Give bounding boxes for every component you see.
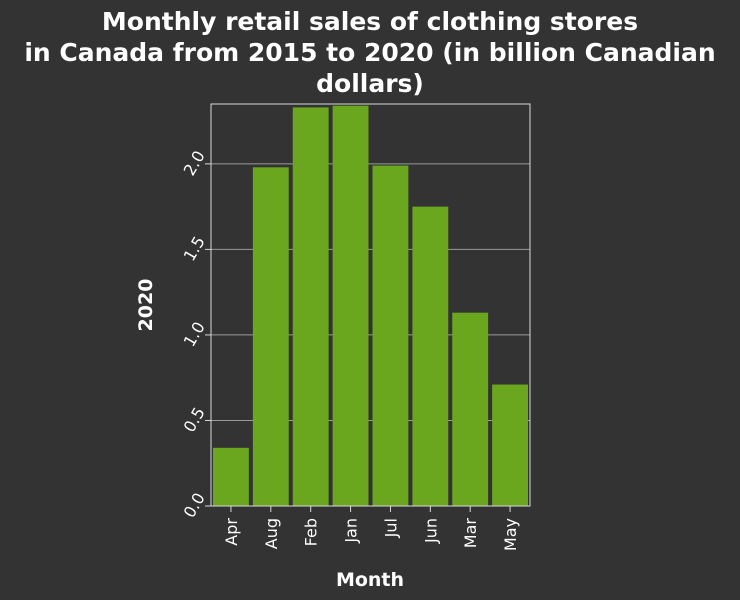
y-tick-label: 1.0 bbox=[180, 318, 209, 350]
chart-title-line-3: dollars) bbox=[316, 69, 424, 98]
x-tick-label: Jan bbox=[342, 518, 361, 544]
y-tick-label: 0.0 bbox=[180, 489, 209, 521]
bars bbox=[213, 105, 528, 507]
bar-jan bbox=[332, 105, 369, 507]
chart-title-line-1: Monthly retail sales of clothing stores bbox=[102, 7, 638, 36]
bar-feb bbox=[292, 107, 329, 507]
y-tick-label: 2.0 bbox=[180, 147, 209, 179]
y-tick-label: 1.5 bbox=[180, 233, 209, 265]
x-axis-ticks: Apr Aug Feb Jan Jul Jun Mar May bbox=[222, 506, 520, 551]
y-axis-label: 2020 bbox=[135, 279, 157, 332]
chart-title-line-2: in Canada from 2015 to 2020 (in billion … bbox=[24, 38, 715, 67]
x-tick-label: May bbox=[501, 518, 520, 551]
bar-mar bbox=[452, 312, 489, 506]
bar-jul bbox=[372, 165, 409, 506]
bar-jun bbox=[412, 206, 449, 506]
bar-may bbox=[492, 384, 528, 506]
y-tick-label: 0.5 bbox=[180, 404, 209, 436]
plot-frame bbox=[210, 103, 531, 507]
x-tick-label: Apr bbox=[222, 518, 241, 546]
x-tick-label: Mar bbox=[461, 518, 480, 549]
x-tick-label: Feb bbox=[302, 518, 321, 546]
x-axis-label: Month bbox=[336, 569, 404, 591]
x-tick-label: Jun bbox=[421, 518, 440, 544]
y-axis-ticks: 0.0 0.5 1.0 1.5 2.0 bbox=[180, 147, 211, 521]
bar-apr bbox=[213, 447, 249, 506]
bar-aug bbox=[252, 167, 289, 506]
x-tick-label: Aug bbox=[262, 518, 281, 549]
x-tick-label: Jul bbox=[381, 518, 400, 538]
